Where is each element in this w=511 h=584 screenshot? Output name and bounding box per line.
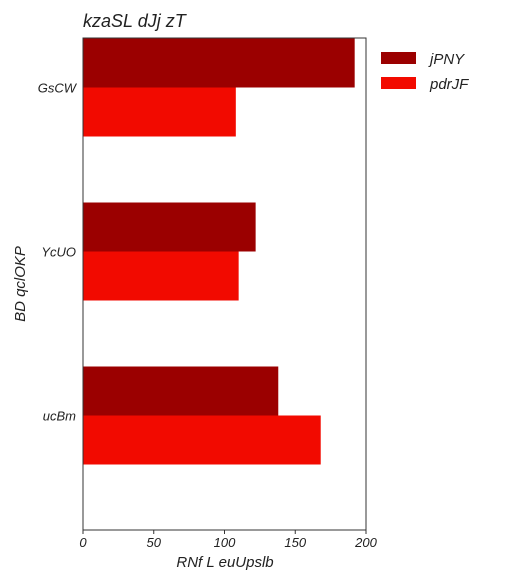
bar-pdrJF-ucBm xyxy=(83,415,321,465)
x-tick-label: 200 xyxy=(354,535,377,550)
legend: jPNY pdrJF xyxy=(381,51,469,93)
bar-jPNY-YcUO xyxy=(83,202,256,252)
x-tick-label: 150 xyxy=(284,535,306,550)
x-tick-label: 50 xyxy=(147,535,162,550)
y-axis-label: BD qclOKP xyxy=(12,246,29,322)
x-ticks: 0 50 100 150 200 xyxy=(79,530,378,550)
y-tick-label: ucBm xyxy=(43,409,76,424)
legend-swatch-pdrJF xyxy=(381,77,416,89)
bar-jPNY-GsCW xyxy=(83,38,355,88)
y-ticks: GsCW YcUO ucBm xyxy=(38,81,78,424)
legend-label-pdrJF: pdrJF xyxy=(429,76,469,93)
y-tick-label: YcUO xyxy=(41,245,76,260)
bar-pdrJF-YcUO xyxy=(83,251,239,301)
x-tick-label: 100 xyxy=(214,535,236,550)
x-axis-label: RNf L euUpslb xyxy=(176,554,273,571)
bar-pdrJF-GsCW xyxy=(83,87,236,137)
legend-label-jPNY: jPNY xyxy=(428,51,465,68)
x-tick-label: 0 xyxy=(79,535,87,550)
chart-title: kzaSL dJj zT xyxy=(83,11,188,31)
bar-jPNY-ucBm xyxy=(83,366,279,416)
plot-area xyxy=(83,38,355,465)
y-tick-label: GsCW xyxy=(38,81,78,96)
legend-swatch-jPNY xyxy=(381,52,416,64)
